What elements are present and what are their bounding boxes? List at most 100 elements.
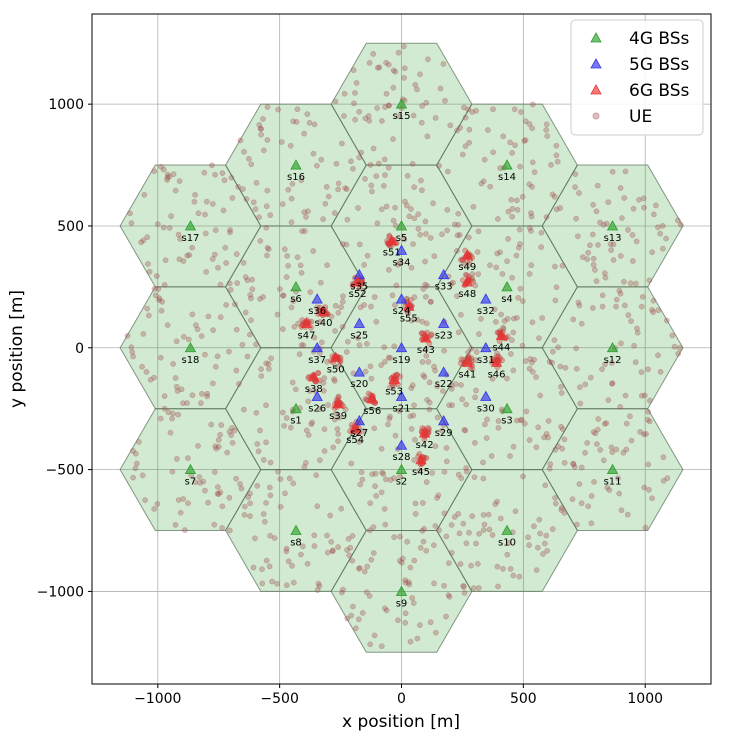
ue-point: [543, 431, 550, 437]
ue-point: [427, 298, 434, 305]
ue-point: [526, 181, 533, 188]
ue-point: [221, 177, 228, 184]
ue-point: [329, 548, 336, 555]
ue-point: [220, 207, 227, 214]
ue-point: [587, 374, 594, 381]
ue-point: [177, 236, 183, 242]
ue-point: [396, 408, 403, 414]
ue-point: [448, 382, 455, 389]
ue-point: [582, 449, 588, 456]
ue-point: [584, 256, 591, 263]
ue-point: [231, 427, 238, 434]
ue-point: [362, 368, 369, 375]
ue-point: [368, 303, 374, 310]
ue-point: [392, 432, 399, 439]
site-label: s29: [435, 428, 453, 439]
ue-point: [168, 213, 174, 219]
ue-point: [607, 241, 614, 248]
ue-point: [217, 281, 224, 288]
ue-point: [240, 259, 247, 266]
ue-point: [321, 448, 328, 454]
ue-point: [575, 299, 582, 306]
ue-point: [460, 584, 467, 590]
ue-point: [543, 532, 550, 539]
ue-point: [335, 544, 341, 550]
ue-point: [343, 349, 350, 355]
ue-point: [507, 139, 514, 146]
ue-point: [289, 379, 296, 386]
site-label: s43: [417, 345, 435, 356]
ue-point: [536, 516, 543, 523]
ue-point: [191, 198, 198, 205]
ue-point: [478, 180, 485, 187]
ue-point: [545, 434, 551, 441]
ue-point: [422, 258, 428, 265]
site-label: s23: [435, 330, 453, 341]
ue-point: [365, 390, 372, 397]
bs-marker-g6: [461, 249, 473, 260]
ue-point: [366, 60, 373, 66]
ue-point: [197, 400, 204, 406]
ue-point: [296, 351, 303, 358]
ue-point: [210, 380, 216, 387]
ue-point: [528, 262, 535, 269]
ue-point: [335, 186, 342, 193]
ue-point: [158, 307, 165, 314]
ue-point: [369, 188, 375, 195]
ue-point: [315, 369, 322, 376]
ue-point: [278, 139, 285, 145]
x-tick-label: 500: [510, 691, 537, 707]
ue-point: [180, 400, 186, 407]
ue-point: [367, 162, 374, 168]
bs-marker-g5: [480, 293, 492, 304]
ue-point: [533, 444, 540, 451]
ue-point: [283, 548, 290, 555]
ue-point: [219, 525, 225, 531]
ue-point: [386, 102, 392, 109]
site-label: s30: [477, 404, 495, 415]
ue-point: [546, 465, 553, 472]
ue-point: [475, 585, 482, 591]
ue-point: [412, 81, 419, 88]
ue-point: [559, 445, 565, 452]
ue-point: [383, 607, 390, 614]
ue-point: [443, 445, 450, 451]
ue-point: [298, 342, 305, 348]
ue-point: [342, 185, 348, 191]
ue-point: [380, 471, 387, 477]
site-label: s37: [308, 355, 326, 366]
site-label: s49: [458, 262, 476, 273]
ue-point: [393, 282, 400, 289]
ue-point: [318, 156, 325, 163]
ue-point: [423, 479, 430, 485]
ue-point: [423, 455, 430, 461]
ue-point: [504, 258, 510, 265]
ue-point: [509, 213, 515, 220]
ue-point: [543, 121, 550, 128]
ue-point: [314, 503, 321, 510]
ue-point: [261, 147, 267, 154]
bs-marker-g4: [501, 524, 513, 535]
ue-point: [664, 475, 671, 482]
ue-point: [555, 344, 561, 351]
ue-point: [573, 345, 579, 352]
ue-point: [474, 560, 481, 567]
site-label: s26: [308, 404, 326, 415]
ue-point: [402, 579, 409, 586]
ue-point: [599, 292, 606, 299]
ue-point: [449, 402, 456, 408]
ue-point: [593, 278, 600, 284]
ue-point: [370, 524, 377, 530]
ue-point: [466, 126, 473, 133]
ue-point: [419, 103, 426, 109]
ue-point: [633, 238, 640, 245]
ue-point: [419, 359, 426, 365]
ue-point: [332, 328, 338, 334]
ue-point: [538, 244, 545, 250]
ue-point: [371, 632, 378, 639]
ue-point: [332, 302, 339, 309]
ue-point: [407, 638, 414, 645]
ue-point: [241, 406, 247, 413]
ue-point: [423, 231, 429, 237]
ue-point: [610, 257, 617, 263]
